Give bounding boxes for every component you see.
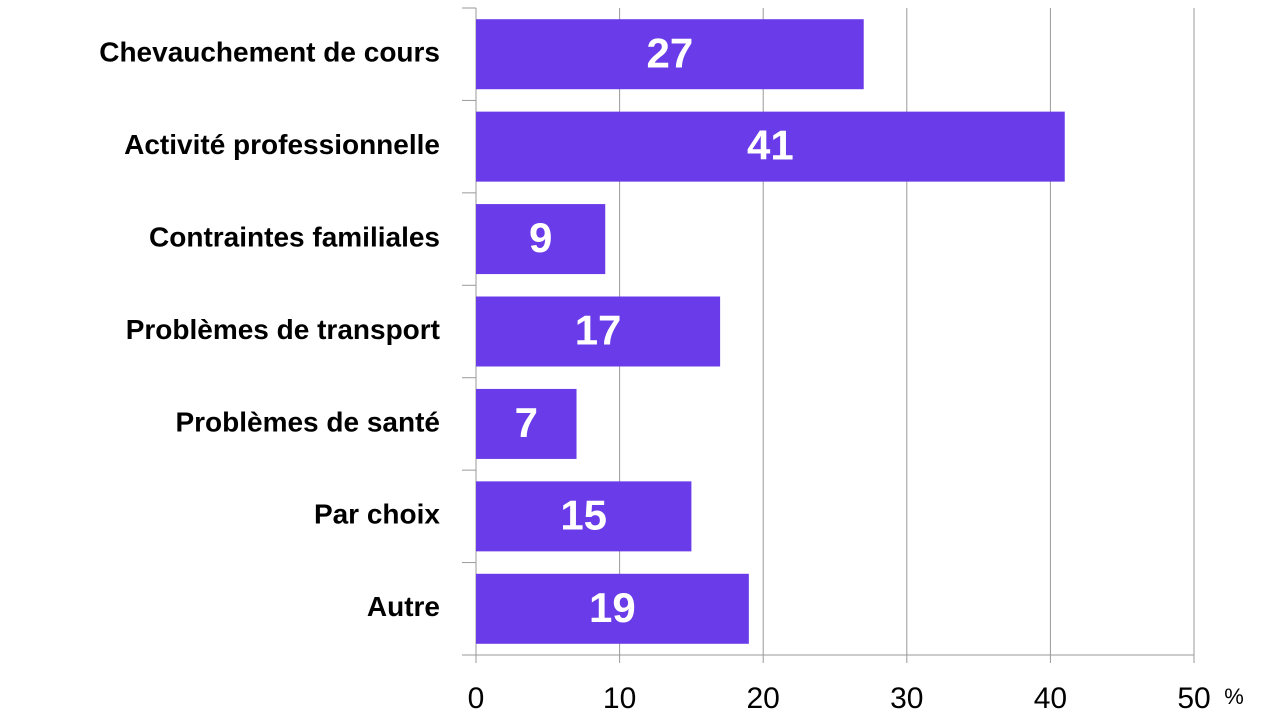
value-label: 7 <box>515 399 538 446</box>
x-tick-label: 20 <box>747 682 780 715</box>
x-tick-label: 0 <box>468 682 485 715</box>
bar <box>476 111 1065 182</box>
x-tick-label: 30 <box>890 682 923 715</box>
bar <box>476 204 606 275</box>
y-tick-label: Activité professionnelle <box>124 129 440 160</box>
bar <box>476 19 864 90</box>
value-label: 41 <box>747 122 794 169</box>
x-tick-label: 40 <box>1034 682 1067 715</box>
value-label: 27 <box>647 29 694 76</box>
bar <box>476 481 692 552</box>
y-tick-label: Par choix <box>314 499 440 530</box>
value-label: 17 <box>575 307 622 354</box>
y-tick-label: Contraintes familiales <box>149 221 440 252</box>
y-tick-label: Chevauchement de cours <box>99 37 440 68</box>
bar <box>476 388 577 459</box>
x-tick-label: 50 <box>1177 682 1210 715</box>
bar <box>476 573 749 644</box>
y-tick-label: Problèmes de santé <box>175 406 440 437</box>
y-tick-label: Problèmes de transport <box>126 314 440 345</box>
bar <box>476 296 721 367</box>
value-label: 19 <box>589 584 636 631</box>
value-label: 15 <box>560 491 607 538</box>
x-unit-label: % <box>1224 684 1244 709</box>
value-label: 9 <box>529 214 552 261</box>
x-tick-label: 10 <box>603 682 636 715</box>
y-tick-label: Autre <box>367 591 440 622</box>
